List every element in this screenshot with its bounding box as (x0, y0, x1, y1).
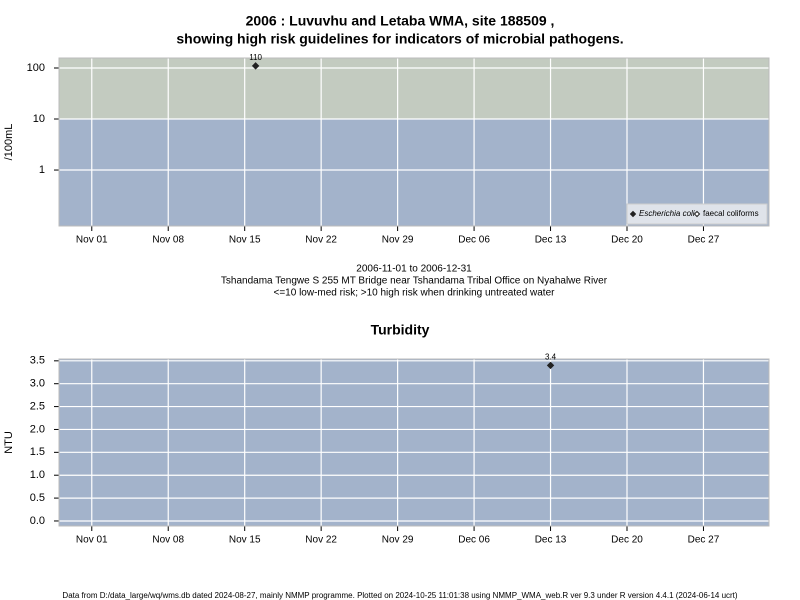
chart-note: <=10 low-med risk; >10 high risk when dr… (274, 288, 556, 299)
x-tick-label: Nov 29 (382, 535, 414, 546)
y-tick-label: 10 (33, 113, 45, 125)
x-tick-label: Dec 06 (458, 235, 490, 246)
chart-note: Tshandama Tengwe S 255 MT Bridge near Ts… (221, 276, 608, 287)
y-tick-label: 2.5 (30, 400, 45, 412)
y-tick-label: 0.5 (30, 492, 45, 504)
data-label: 110 (249, 53, 262, 62)
y-tick-label: 3.5 (30, 355, 45, 367)
x-tick-label: Dec 20 (611, 535, 643, 546)
data-label: 3.4 (545, 353, 557, 362)
x-tick-label: Dec 06 (458, 535, 490, 546)
x-tick-label: Nov 08 (152, 535, 184, 546)
data-point (251, 62, 260, 70)
data-point (546, 361, 555, 370)
y-tick-label: 3.0 (30, 378, 45, 390)
x-tick-label: Nov 15 (229, 535, 261, 546)
plot-frame (58, 57, 770, 227)
y-tick-label: 1.5 (30, 446, 45, 458)
legend-symbol (629, 210, 637, 218)
plot-frame (58, 358, 770, 527)
x-tick-label: Nov 01 (76, 535, 108, 546)
y-tick-label: 0.0 (30, 515, 45, 527)
chart-note: 2006-11-01 to 2006-12-31 (356, 264, 472, 275)
y-tick-label: 100 (27, 62, 45, 74)
x-tick-label: Nov 29 (382, 235, 414, 246)
x-tick-label: Dec 13 (535, 535, 567, 546)
y-axis-label: NTU (3, 431, 15, 454)
x-tick-label: Nov 08 (152, 235, 184, 246)
legend-label: faecal coliforms (703, 209, 759, 218)
x-tick-label: Nov 15 (229, 235, 261, 246)
legend-symbol (693, 210, 701, 218)
x-tick-label: Dec 27 (688, 235, 720, 246)
y-tick-label: 1.0 (30, 469, 45, 481)
x-tick-label: Nov 22 (305, 235, 337, 246)
x-tick-label: Dec 27 (688, 535, 720, 546)
x-tick-label: Dec 13 (535, 235, 567, 246)
y-tick-label: 2.0 (30, 423, 45, 435)
chart-title: Turbidity (371, 322, 430, 338)
chart-title: 2006 : Luvuvhu and Letaba WMA, site 1885… (246, 13, 555, 29)
y-axis-label: /100mL (3, 124, 15, 161)
x-tick-label: Dec 20 (611, 235, 643, 246)
x-tick-label: Nov 22 (305, 535, 337, 546)
chart-title: showing high risk guidelines for indicat… (176, 31, 623, 47)
y-tick-label: 1 (39, 164, 45, 176)
x-tick-label: Nov 01 (76, 235, 108, 246)
high-risk-band (59, 58, 769, 120)
footer-note: Data from D:/data_large/wq/wms.db dated … (62, 591, 737, 600)
legend-label: Escherichia coli (639, 209, 695, 218)
